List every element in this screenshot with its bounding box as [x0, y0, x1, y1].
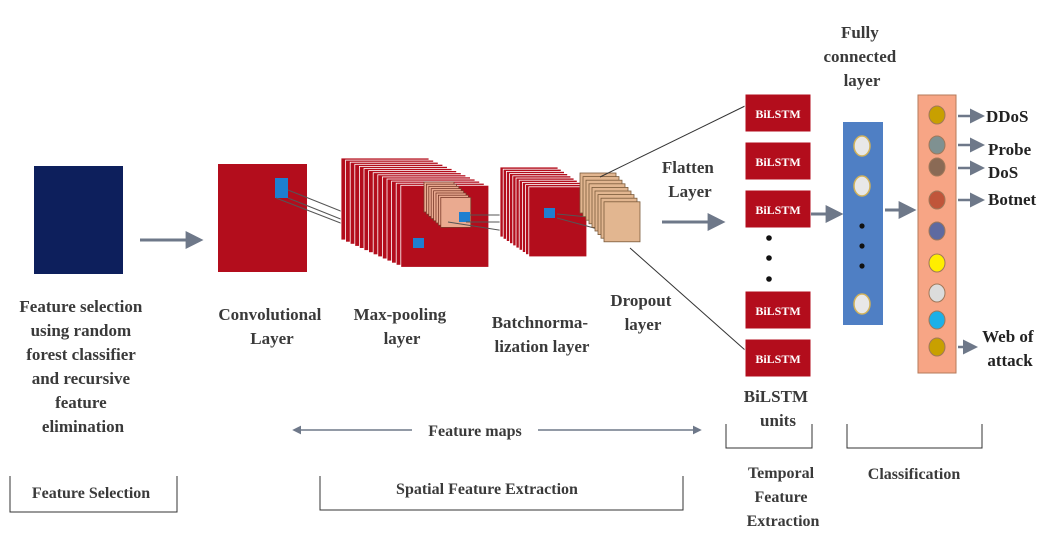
- bilstm-unit: BiLSTM: [744, 189, 812, 229]
- mp-filter: [413, 238, 424, 248]
- output-node: [928, 105, 946, 125]
- dropout-map-stack: [579, 172, 641, 243]
- output-node: [928, 157, 946, 177]
- output-label-ddos: DDoS: [986, 107, 1029, 126]
- batchnorm-map-stack: [499, 166, 588, 258]
- output-node: [928, 135, 946, 155]
- svg-text:BiLSTM: BiLSTM: [755, 107, 800, 121]
- svg-text:BiLSTM: BiLSTM: [755, 155, 800, 169]
- bilstm-unit: BiLSTM: [744, 141, 812, 181]
- section-bracket-spatial: [319, 476, 684, 511]
- bilstm-units-label: BiLSTM units: [744, 387, 813, 430]
- section-bracket-feature-selection: [9, 476, 178, 513]
- conv-filter: [275, 178, 288, 198]
- fc-label: Fully connected layer: [824, 23, 901, 90]
- bilstm-unit: BiLSTM: [744, 338, 812, 378]
- flatten-label: Flatten Layer: [662, 158, 718, 201]
- bilstm-unit: BiLSTM: [744, 290, 812, 330]
- bilstm-ellipsis: [766, 235, 772, 282]
- feature-map-layer: [528, 186, 588, 258]
- feature-map-layer: [603, 201, 641, 243]
- bn-filter: [544, 208, 555, 218]
- section-label-feature-selection: Feature Selection: [32, 485, 150, 502]
- dropout-to-bilstm-top: [599, 105, 746, 178]
- svg-text:BiLSTM: BiLSTM: [755, 203, 800, 217]
- section-label-spatial: Spatial Feature Extraction: [396, 481, 578, 498]
- maxpool-label: Max-pooling layer: [354, 305, 451, 348]
- dropout-label: Dropout layer: [610, 291, 675, 334]
- output-node: [928, 310, 946, 330]
- fc-node: [853, 175, 871, 197]
- section-label-classification: Classification: [868, 466, 961, 483]
- section-bracket-temporal: [725, 424, 813, 449]
- bilstm-unit: BiLSTM: [744, 93, 812, 133]
- svg-text:BiLSTM: BiLSTM: [755, 304, 800, 318]
- section-label-temporal: Temporal Feature Extraction: [747, 465, 820, 530]
- svg-text:BiLSTM: BiLSTM: [755, 352, 800, 366]
- conv-layer-block: [218, 164, 307, 272]
- output-node: [928, 283, 946, 303]
- conv-feature-map-stack: [340, 157, 490, 268]
- output-label-probe: Probe: [988, 140, 1032, 159]
- output-node: [928, 221, 946, 241]
- feature-selection-block: [34, 166, 123, 274]
- section-bracket-classification: [846, 424, 983, 449]
- dropout-to-bilstm-bottom: [629, 247, 746, 351]
- conv-layer-label: Convolutional Layer: [218, 305, 325, 348]
- output-label-web-of-attack: Web of attack: [982, 327, 1038, 370]
- pool-filter: [459, 212, 470, 222]
- fc-node: [853, 135, 871, 157]
- batchnorm-label: Batchnorma- lization layer: [492, 313, 593, 356]
- output-node: [928, 337, 946, 357]
- output-node: [928, 253, 946, 273]
- feature-selection-label: Feature selection using random forest cl…: [19, 297, 146, 436]
- output-label-botnet: Botnet: [988, 190, 1037, 209]
- output-label-dos: DoS: [988, 163, 1018, 182]
- fc-ellipsis: [859, 223, 865, 269]
- output-nodes: [928, 105, 946, 357]
- output-node: [928, 190, 946, 210]
- fc-node: [853, 293, 871, 315]
- feature-maps-label: Feature maps: [428, 423, 521, 440]
